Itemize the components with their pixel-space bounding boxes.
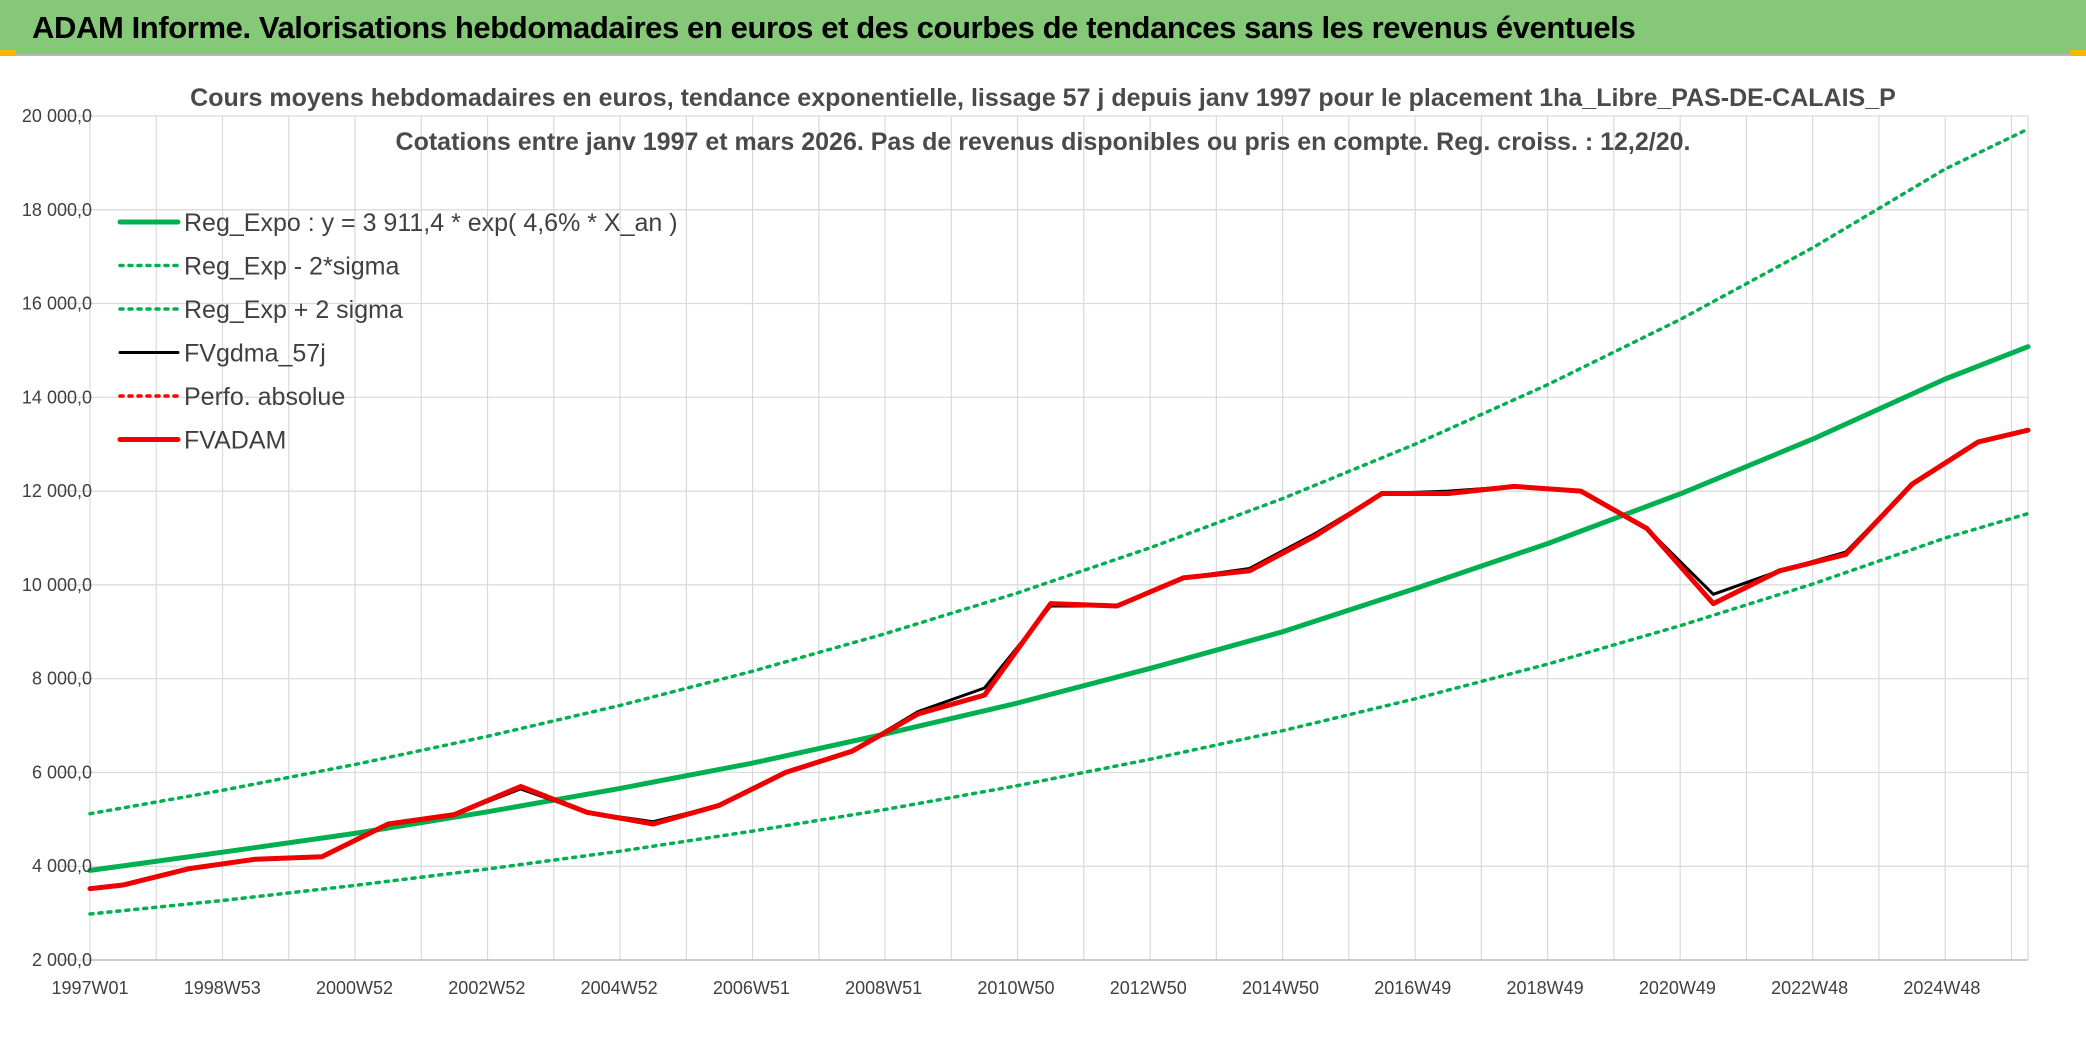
series-line-3	[88, 428, 2030, 891]
corner-accent-left	[0, 50, 16, 56]
legend-label: Reg_Expo : y = 3 911,4 * exp( 4,6% * X_a…	[184, 209, 678, 237]
line-chart: Cours moyens hebdomadaires en euros, ten…	[22, 84, 2031, 998]
y-tick-label: 12 000,0	[22, 481, 92, 501]
chart-title-line-2: Cotations entre janv 1997 et mars 2026. …	[396, 128, 1691, 156]
series-lines	[87, 127, 2031, 916]
y-tick-label: 18 000,0	[22, 200, 92, 220]
y-tick-label: 14 000,0	[22, 387, 92, 407]
y-tick-label: 8 000,0	[32, 669, 92, 689]
x-tick-label: 2016W49	[1374, 978, 1451, 998]
y-tick-label: 2 000,0	[32, 950, 92, 970]
y-tick-label: 16 000,0	[22, 294, 92, 314]
series-line-5	[87, 427, 2031, 892]
series-line-0	[87, 344, 2031, 873]
axis-labels: 2 000,0 4 000,0 6 000,0 8 000,0 10 000,0 12 0…	[22, 106, 1981, 998]
x-tick-label: 2022W48	[1771, 978, 1848, 998]
legend-label: FVADAM	[184, 427, 286, 455]
legend-label: FVgdma_57j	[184, 340, 326, 368]
y-tick-label: 20 000,0	[22, 106, 92, 126]
x-tick-label: 2018W49	[1507, 978, 1584, 998]
series-line-2	[88, 127, 2030, 816]
legend-label: Reg_Exp - 2*sigma	[184, 253, 399, 281]
legend: Reg_Expo : y = 3 911,4 * exp( 4,6% * X_a…	[117, 209, 678, 455]
x-tick-label: 2006W51	[713, 978, 790, 998]
x-tick-label: 2000W52	[316, 978, 393, 998]
x-tick-label: 2004W52	[581, 978, 658, 998]
x-tick-label: 2010W50	[977, 978, 1054, 998]
x-tick-label: 2008W51	[845, 978, 922, 998]
report-title: ADAM Informe. Valorisations hebdomadaire…	[32, 10, 1636, 45]
chart-title-line-1: Cours moyens hebdomadaires en euros, ten…	[190, 84, 1896, 112]
chart-title: Cours moyens hebdomadaires en euros, ten…	[190, 84, 1896, 156]
x-tick-label: 1998W53	[184, 978, 261, 998]
x-tick-label: 2014W50	[1242, 978, 1319, 998]
x-tick-label: 2024W48	[1903, 978, 1980, 998]
x-tick-label: 2020W49	[1639, 978, 1716, 998]
legend-label: Reg_Exp + 2 sigma	[184, 296, 403, 324]
x-tick-label: 2002W52	[448, 978, 525, 998]
x-tick-label: 2012W50	[1110, 978, 1187, 998]
y-tick-label: 4 000,0	[32, 856, 92, 876]
series-line-1	[88, 511, 2030, 916]
y-tick-label: 10 000,0	[22, 575, 92, 595]
legend-label: Perfo. absolue	[184, 383, 345, 411]
gridlines	[60, 115, 2029, 961]
report-header: ADAM Informe. Valorisations hebdomadaire…	[0, 0, 2086, 56]
y-tick-label: 6 000,0	[32, 762, 92, 782]
x-tick-label: 1997W01	[51, 978, 128, 998]
corner-accent-right	[2070, 50, 2086, 56]
